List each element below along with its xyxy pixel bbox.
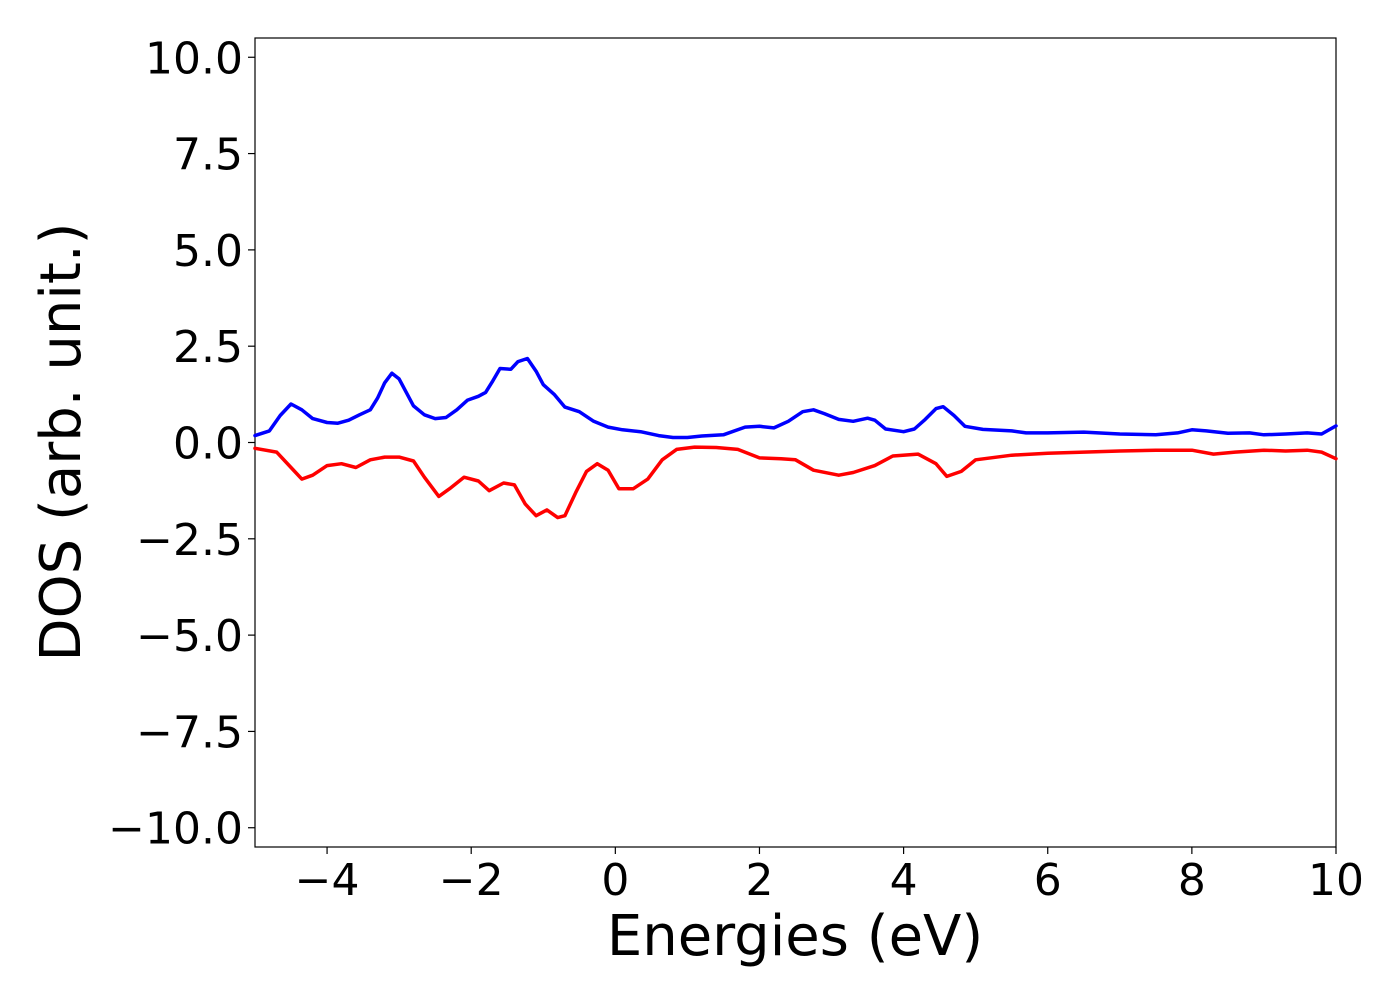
y-tick-label: 7.5 [173, 130, 243, 181]
y-axis: 10.0 7.5 5.0 2.5 0.0 −2.5 −5.0 −7.5 −10.0 [108, 33, 255, 855]
y-tick-label: −10.0 [108, 804, 243, 855]
x-tick-label: −4 [295, 855, 360, 906]
x-tick-label: 10 [1308, 855, 1364, 906]
series-line-2 [253, 445, 1338, 520]
x-tick-label: −2 [439, 855, 504, 906]
series-layer [253, 356, 1338, 520]
y-tick-label: 10.0 [145, 33, 243, 84]
y-tick-label: 0.0 [173, 419, 243, 470]
x-axis-label: Energies (eV) [607, 904, 983, 969]
x-tick-label: 0 [601, 855, 629, 906]
y-tick-label: 5.0 [173, 226, 243, 277]
y-tick-label: 2.5 [173, 322, 243, 373]
x-axis: −4 −2 0 2 4 6 8 10 [295, 847, 1364, 906]
x-tick-label: 6 [1034, 855, 1062, 906]
y-tick-label: −7.5 [136, 707, 243, 758]
y-tick-label: −2.5 [136, 515, 243, 566]
plot-area-frame [254, 37, 1337, 848]
series-line-1 [253, 356, 1338, 440]
x-tick-label: 2 [745, 855, 773, 906]
x-tick-label: 8 [1178, 855, 1206, 906]
y-tick-label: −5.0 [136, 611, 243, 662]
x-tick-label: 4 [890, 855, 918, 906]
y-axis-label: DOS (arb. unit.) [29, 222, 94, 661]
